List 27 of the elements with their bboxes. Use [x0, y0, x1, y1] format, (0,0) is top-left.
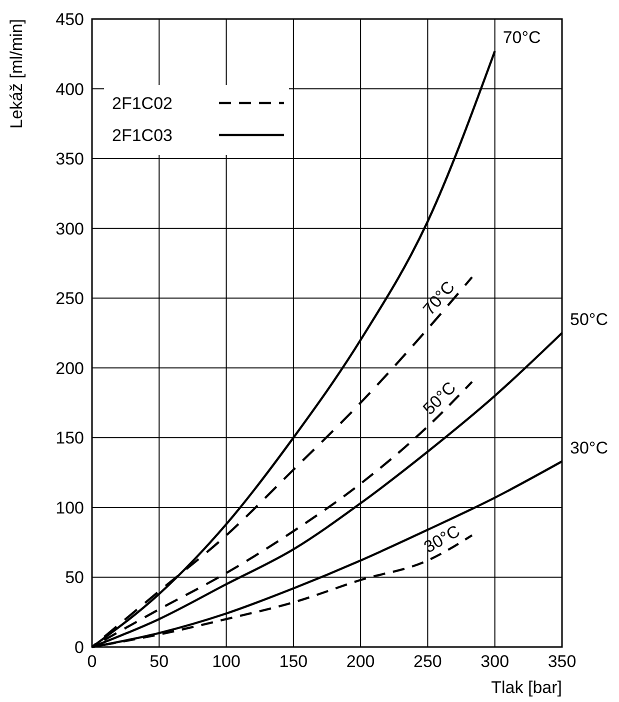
- series-label: 70°C: [502, 28, 541, 48]
- x-tick-label: 50: [150, 652, 169, 671]
- annotation: 2F1C03: [112, 126, 172, 145]
- x-tick-label: 250: [414, 652, 442, 671]
- series-label: 50°C: [570, 310, 608, 329]
- y-tick-label: 250: [56, 289, 84, 308]
- y-tick-label: 350: [56, 150, 84, 169]
- series-label: 30°C: [570, 438, 608, 458]
- x-tick-label: 300: [480, 652, 510, 671]
- x-tick-label: 0: [87, 652, 97, 671]
- key-panel: 2F1C02 2F1C03: [104, 85, 289, 155]
- x-tick-label: 200: [346, 652, 375, 671]
- x-axis-title: Tlak [bar]: [491, 678, 562, 697]
- y-tick-label: 100: [56, 498, 84, 518]
- y-tick-label: 50: [65, 568, 84, 588]
- y-tick-label: 200: [56, 358, 84, 378]
- x-tick-label: 150: [279, 652, 308, 671]
- y-axis-title: Lekáž [ml/min]: [7, 19, 26, 129]
- y-tick-label: 400: [56, 80, 84, 99]
- text: 30°C: [420, 522, 464, 557]
- x-tick-label: 350: [548, 652, 576, 671]
- x-tick-label: 100: [212, 652, 240, 671]
- y-tick-label: 0: [74, 638, 84, 657]
- annotation: 2F1C02: [112, 94, 172, 113]
- y-tick-label: 450: [56, 10, 84, 29]
- y-tick-label: 150: [56, 428, 84, 448]
- y-tick-label: 300: [56, 219, 84, 238]
